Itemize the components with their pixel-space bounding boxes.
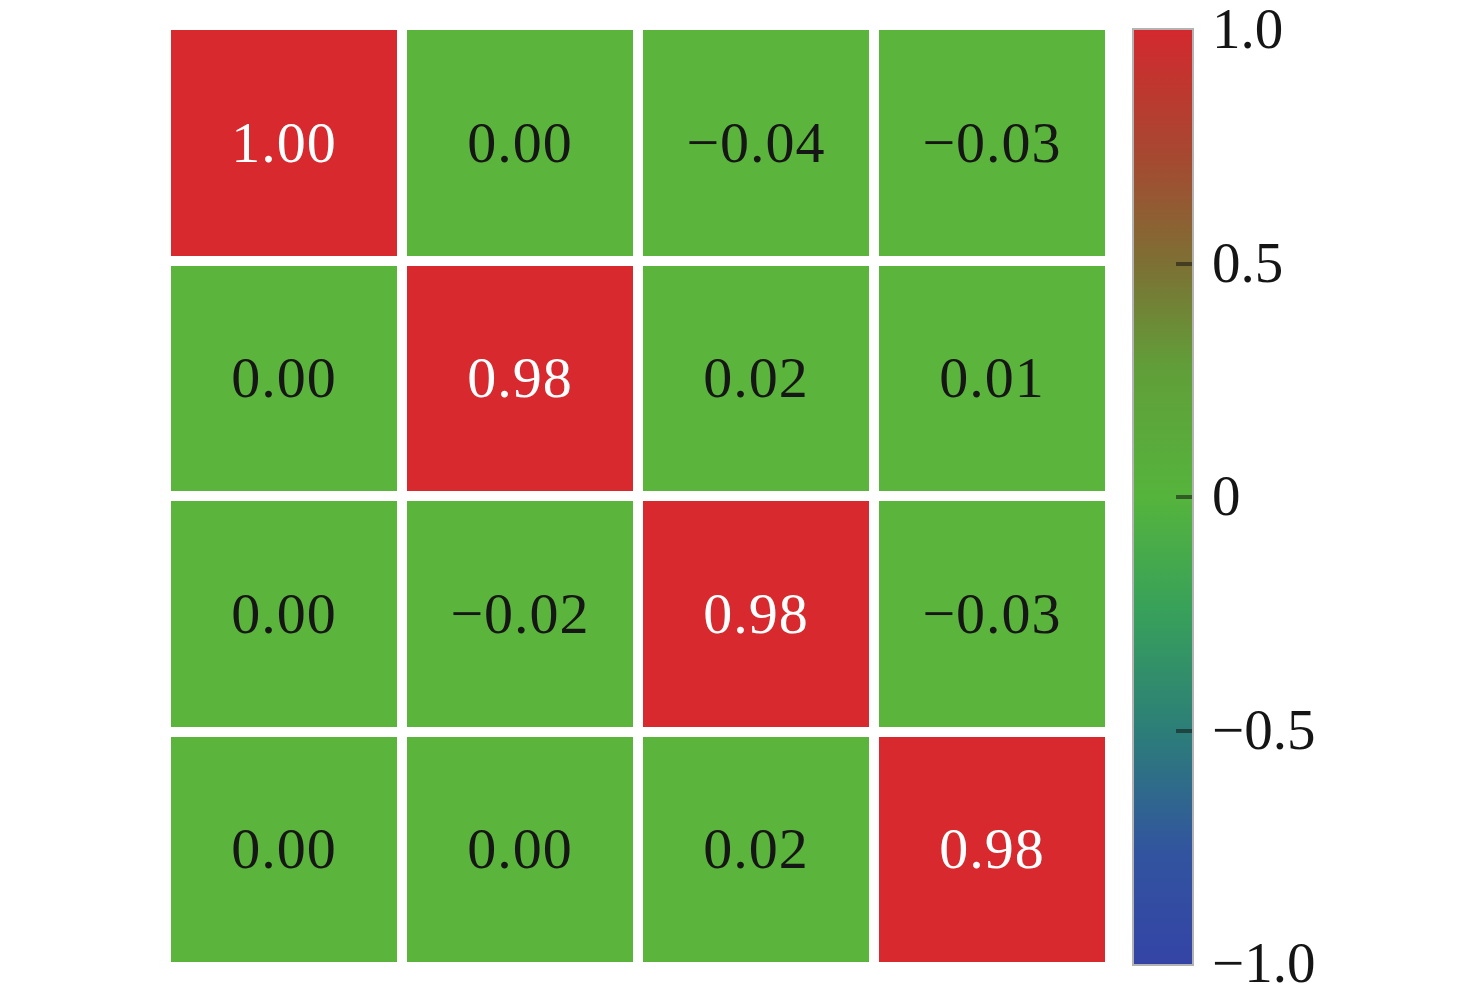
correlation-heatmap-figure: 1.000.00−0.04−0.030.000.980.020.010.00−0… (0, 0, 1476, 994)
heatmap-cell: −0.04 (643, 30, 869, 256)
heatmap-grid: 1.000.00−0.04−0.030.000.980.020.010.00−0… (171, 30, 1105, 962)
colorbar-tick-label: 1.0 (1212, 0, 1283, 57)
heatmap-cell: 0.98 (407, 266, 633, 492)
heatmap-cell: 0.00 (171, 737, 397, 963)
colorbar (1132, 28, 1194, 966)
colorbar-tick-label: 0.5 (1212, 233, 1283, 290)
heatmap-cell: 0.01 (879, 266, 1105, 492)
colorbar-tick-mark (1176, 495, 1192, 499)
heatmap-cell: 0.00 (407, 30, 633, 256)
heatmap-cell: 0.02 (643, 737, 869, 963)
heatmap-cell: 0.00 (407, 737, 633, 963)
colorbar-tick-label: −1.0 (1212, 934, 1315, 991)
colorbar-tick-mark (1176, 262, 1192, 266)
heatmap-cell: −0.03 (879, 30, 1105, 256)
colorbar-tick-mark (1176, 729, 1192, 733)
heatmap-cell: −0.03 (879, 501, 1105, 727)
colorbar-tick-label: −0.5 (1212, 700, 1315, 757)
heatmap-cell: 0.00 (171, 501, 397, 727)
heatmap-cell: 0.02 (643, 266, 869, 492)
heatmap-cell: 1.00 (171, 30, 397, 256)
heatmap-cell: −0.02 (407, 501, 633, 727)
heatmap-cell: 0.98 (643, 501, 869, 727)
heatmap-cell: 0.98 (879, 737, 1105, 963)
heatmap-cell: 0.00 (171, 266, 397, 492)
colorbar-tick-label: 0 (1212, 467, 1241, 524)
